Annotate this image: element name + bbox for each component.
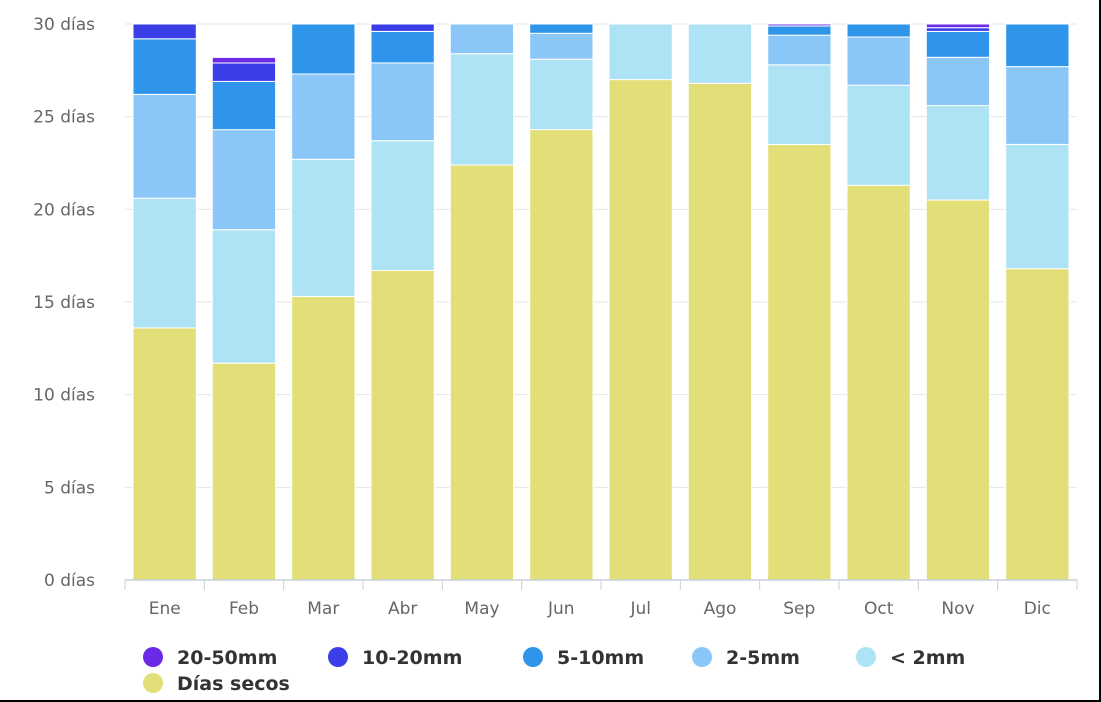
x-tick-label: Ene bbox=[149, 599, 181, 619]
y-tick-label: 5 días bbox=[44, 478, 95, 498]
x-tick-label: Sep bbox=[783, 599, 815, 619]
bar-segment-nov[interactable] bbox=[925, 56, 991, 107]
bar-segment-nov[interactable] bbox=[925, 30, 991, 58]
legend-swatch bbox=[143, 673, 163, 693]
bar-segment-dic[interactable] bbox=[1005, 144, 1070, 270]
grid-lines bbox=[125, 23, 1077, 488]
x-tick-label: Mar bbox=[307, 599, 339, 619]
bars bbox=[132, 23, 1070, 581]
bar-segment-mar[interactable] bbox=[291, 23, 356, 75]
bar-segment-nov[interactable] bbox=[925, 199, 991, 581]
bar-segment-mar[interactable] bbox=[291, 295, 356, 581]
bar-segment-jun[interactable] bbox=[529, 58, 594, 131]
bar-segment-dic[interactable] bbox=[1005, 268, 1070, 581]
legend-label: 20-50mm bbox=[177, 647, 277, 669]
bar-segment-ene[interactable] bbox=[132, 23, 197, 40]
legend-item[interactable]: 5-10mm bbox=[523, 647, 644, 669]
bar-segment-jun[interactable] bbox=[529, 129, 594, 581]
bar-segment-oct[interactable] bbox=[846, 36, 911, 86]
bar-segment-may[interactable] bbox=[449, 164, 515, 581]
bar-segment-jul[interactable] bbox=[608, 23, 673, 81]
legend-label: 10-20mm bbox=[362, 647, 462, 669]
legend-swatch bbox=[856, 647, 876, 667]
y-tick-label: 10 días bbox=[33, 386, 95, 406]
bar-segment-mar[interactable] bbox=[291, 158, 356, 297]
bar-segment-jun[interactable] bbox=[529, 32, 594, 60]
bar-segment-oct[interactable] bbox=[846, 84, 911, 186]
legend: 20-50mm 10-20mm 5-10mm 2-5mm < 2mm Días secos bbox=[143, 647, 965, 695]
bar-segment-feb[interactable] bbox=[211, 81, 277, 131]
bar-segment-dic[interactable] bbox=[1005, 23, 1070, 68]
legend-swatch bbox=[328, 647, 348, 667]
bar-segment-oct[interactable] bbox=[846, 184, 911, 581]
bar-segment-ago[interactable] bbox=[687, 82, 753, 581]
bar-segment-feb[interactable] bbox=[211, 362, 277, 581]
bar-segment-mar[interactable] bbox=[291, 73, 356, 160]
bar-segment-ene[interactable] bbox=[132, 327, 197, 581]
legend-item[interactable]: Días secos bbox=[143, 673, 290, 695]
bar-segment-sep[interactable] bbox=[767, 25, 832, 36]
y-tick-label: 0 días bbox=[44, 571, 95, 591]
x-tick-label: Feb bbox=[229, 599, 259, 619]
legend-label: < 2mm bbox=[890, 647, 965, 669]
bar-segment-ago[interactable] bbox=[687, 23, 753, 84]
bar-segment-may[interactable] bbox=[449, 53, 515, 166]
bar-segment-ene[interactable] bbox=[132, 38, 197, 95]
bar-segment-ene[interactable] bbox=[132, 197, 197, 329]
bar-segment-nov[interactable] bbox=[925, 105, 991, 201]
y-tick-label: 25 días bbox=[33, 108, 95, 128]
x-tick-label: Oct bbox=[864, 599, 894, 619]
legend-item[interactable]: 10-20mm bbox=[328, 647, 462, 669]
legend-label: 2-5mm bbox=[726, 647, 800, 669]
bar-segment-oct[interactable] bbox=[846, 23, 911, 38]
bar-segment-feb[interactable] bbox=[211, 56, 277, 64]
bar-segment-jun[interactable] bbox=[529, 23, 594, 34]
x-axis-labels: Ene Feb Mar Abr May Jun Jul Ago Sep Oct Nov Dic bbox=[149, 599, 1051, 619]
legend-label: Días secos bbox=[177, 673, 290, 695]
x-tick-label: Jul bbox=[629, 599, 651, 619]
x-tick-label: Dic bbox=[1024, 599, 1051, 619]
bar-segment-abr[interactable] bbox=[370, 270, 435, 581]
legend-swatch bbox=[692, 647, 712, 667]
bar-segment-ene[interactable] bbox=[132, 93, 197, 199]
bar-segment-sep[interactable] bbox=[767, 34, 832, 66]
bar-segment-jul[interactable] bbox=[608, 79, 673, 581]
legend-item[interactable]: < 2mm bbox=[856, 647, 965, 669]
y-tick-label: 15 días bbox=[33, 293, 95, 313]
bar-segment-abr[interactable] bbox=[370, 30, 435, 64]
x-tick-label: Abr bbox=[388, 599, 417, 619]
legend-swatch bbox=[143, 647, 163, 667]
legend-swatch bbox=[523, 647, 543, 667]
bar-segment-dic[interactable] bbox=[1005, 66, 1070, 145]
bar-segment-nov[interactable] bbox=[925, 27, 991, 32]
y-axis-labels: 0 días 5 días 10 días 15 días 20 días 25 días… bbox=[33, 15, 95, 591]
bar-segment-abr[interactable] bbox=[370, 140, 435, 271]
bar-segment-abr[interactable] bbox=[370, 23, 435, 32]
y-tick-label: 30 días bbox=[33, 15, 95, 35]
bar-segment-feb[interactable] bbox=[211, 129, 277, 231]
legend-item[interactable]: 20-50mm bbox=[143, 647, 277, 669]
x-tick-label: Ago bbox=[704, 599, 737, 619]
x-tick-label: Nov bbox=[941, 599, 974, 619]
bar-segment-may[interactable] bbox=[449, 23, 515, 55]
y-tick-label: 20 días bbox=[33, 200, 95, 220]
x-tick-label: May bbox=[464, 599, 499, 619]
legend-label: 5-10mm bbox=[557, 647, 644, 669]
bar-segment-sep[interactable] bbox=[767, 144, 832, 581]
bar-segment-sep[interactable] bbox=[767, 23, 832, 27]
x-tick-label: Jun bbox=[547, 599, 575, 619]
bar-segment-sep[interactable] bbox=[767, 64, 832, 145]
bar-segment-feb[interactable] bbox=[211, 62, 277, 82]
bar-segment-abr[interactable] bbox=[370, 62, 435, 142]
x-axis bbox=[124, 579, 1078, 590]
bar-segment-nov[interactable] bbox=[925, 23, 991, 29]
legend-item[interactable]: 2-5mm bbox=[692, 647, 800, 669]
bar-segment-feb[interactable] bbox=[211, 229, 277, 364]
